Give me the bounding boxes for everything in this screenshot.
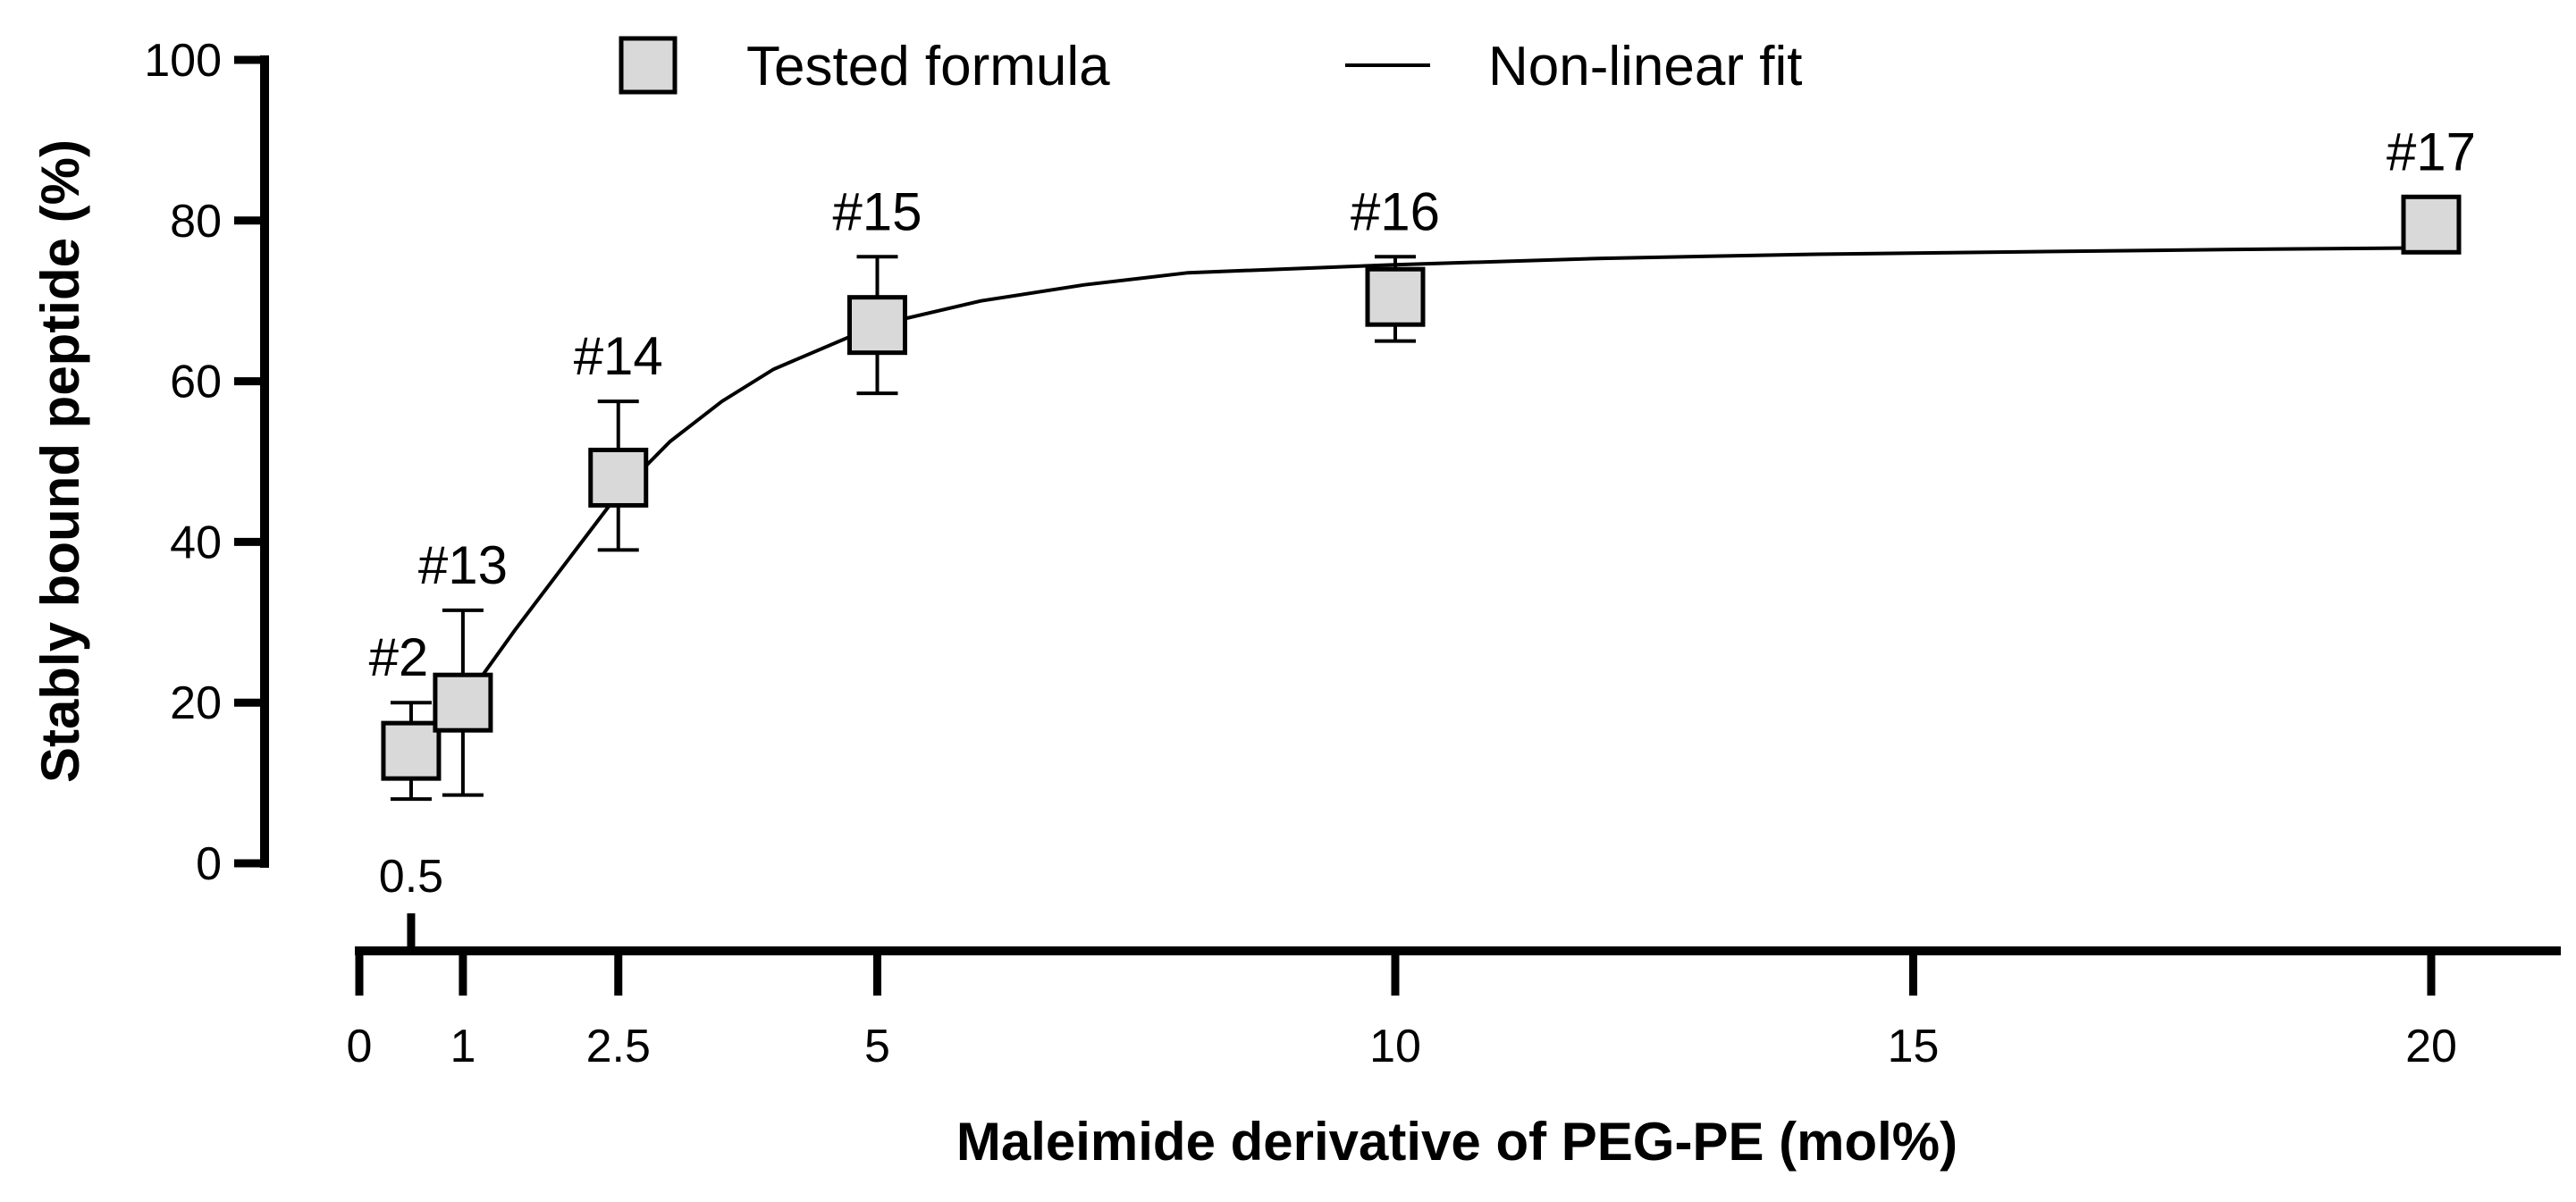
x-ticks: 0 1 2.5 5 10 15 20 xyxy=(347,951,2457,1072)
legend-label-tested-formula: Tested formula xyxy=(746,36,1110,97)
y-tick-label: 20 xyxy=(170,677,222,729)
point-marker xyxy=(1365,266,1426,327)
data-points: #2 #13 #14 #15 #16 #17 xyxy=(369,122,2476,802)
data-point: #15 xyxy=(832,181,922,396)
x-axis-title: Maleimide derivative of PEG-PE (mol%) xyxy=(956,1112,1957,1172)
x-extra-tick: 0.5 xyxy=(379,851,443,951)
fit-line xyxy=(461,246,2432,704)
point-label: #17 xyxy=(2387,122,2476,181)
legend: Tested formula Non-linear fit xyxy=(619,36,1802,97)
y-ticks: 0 20 40 60 80 100 xyxy=(144,35,265,890)
legend-marker-tested-formula xyxy=(619,36,678,95)
y-tick-label: 0 xyxy=(196,838,222,890)
data-point: #13 xyxy=(418,535,508,797)
x-tick-label: 5 xyxy=(864,1021,890,1072)
x-tick-label: 0 xyxy=(347,1021,373,1072)
point-marker xyxy=(588,447,649,508)
data-point: #17 xyxy=(2387,122,2476,255)
y-tick-label: 80 xyxy=(170,196,222,248)
point-marker xyxy=(381,720,442,781)
y-tick-label: 100 xyxy=(144,35,222,87)
data-point: #2 xyxy=(369,627,442,802)
point-label: #15 xyxy=(832,181,922,241)
legend-label-non-linear-fit: Non-linear fit xyxy=(1488,36,1802,97)
x-extra-tick-label: 0.5 xyxy=(379,851,443,903)
x-tick-label: 10 xyxy=(1369,1021,1421,1072)
x-tick-label: 15 xyxy=(1888,1021,1940,1072)
point-marker xyxy=(847,295,907,356)
x-tick-label: 2.5 xyxy=(586,1021,651,1072)
x-tick-label: 20 xyxy=(2405,1021,2457,1072)
point-marker xyxy=(2401,194,2462,255)
point-label: #14 xyxy=(574,326,663,386)
point-label: #13 xyxy=(418,535,508,595)
y-tick-label: 60 xyxy=(170,357,222,408)
x-tick-label: 1 xyxy=(450,1021,476,1072)
data-point: #16 xyxy=(1351,181,1440,343)
point-label: #16 xyxy=(1351,181,1440,241)
point-label: #2 xyxy=(369,627,429,687)
data-point: #14 xyxy=(574,326,663,552)
y-axis-title: Stably bound peptide (%) xyxy=(30,139,90,783)
y-tick-label: 40 xyxy=(170,517,222,568)
point-marker xyxy=(433,672,493,733)
